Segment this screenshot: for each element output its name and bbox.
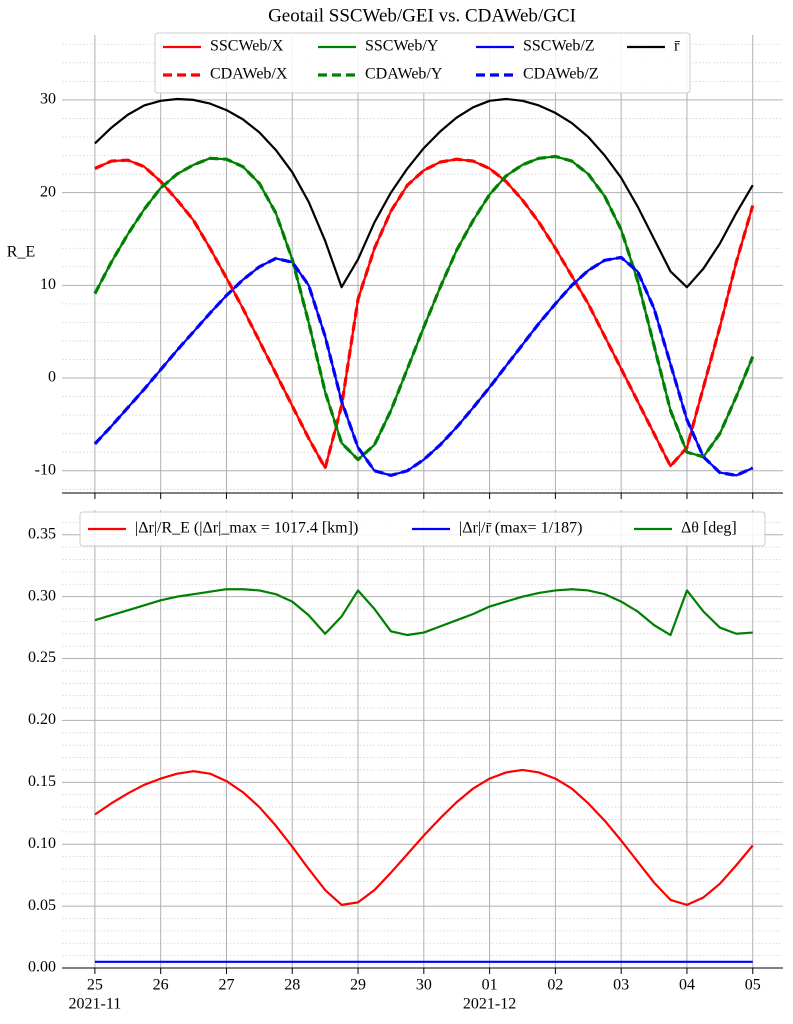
legend-label: r̄ — [674, 38, 681, 55]
x-tick-label: 26 — [153, 977, 169, 994]
y-tick-label: 30 — [40, 91, 56, 108]
y-tick-label: 20 — [40, 183, 56, 200]
x-tick-label: 28 — [284, 977, 300, 994]
x-tick-label: 01 — [482, 977, 498, 994]
y-tick-label: 0.20 — [28, 711, 56, 728]
y-tick-label: 0.30 — [28, 587, 56, 604]
y-tick-label: 0 — [48, 369, 56, 386]
legend-label: SSCWeb/Z — [523, 38, 595, 55]
x-tick-label: 29 — [350, 977, 366, 994]
series-line — [93, 154, 755, 462]
series-line — [94, 256, 754, 477]
legend-label: |Δr|/R_E (|Δr|_max = 1017.4 [km]) — [135, 520, 358, 537]
legend-box — [154, 32, 691, 94]
series-line — [94, 97, 754, 289]
y-tick-label: 0.05 — [28, 897, 56, 914]
y-tick-label: 10 — [40, 276, 56, 293]
x-tick-label: 25 — [87, 977, 103, 994]
legend-label: CDAWeb/Z — [523, 66, 599, 83]
y-tick-label: 0.15 — [28, 773, 56, 790]
legend-label: Δθ [deg] — [681, 520, 737, 537]
x-tick-label: 30 — [416, 977, 432, 994]
y-axis-label: R_E — [7, 244, 35, 261]
y-tick-label: -10 — [35, 461, 56, 478]
legend-label: CDAWeb/Y — [365, 66, 443, 83]
x-tick-label: 04 — [679, 977, 695, 994]
y-tick-label: 0.10 — [28, 835, 56, 852]
y-tick-label: 0.35 — [28, 525, 56, 542]
x-month-label: 2021-12 — [463, 996, 516, 1013]
series-line — [94, 768, 754, 906]
x-tick-label: 27 — [218, 977, 234, 994]
x-tick-label: 02 — [547, 977, 563, 994]
legend-label: SSCWeb/Y — [365, 38, 439, 55]
chart-title: Geotail SSCWeb/GEI vs. CDAWeb/GCI — [268, 5, 576, 26]
series-line — [94, 157, 755, 470]
legend-label: CDAWeb/X — [210, 66, 288, 83]
series-line — [94, 588, 753, 637]
x-tick-label: 03 — [613, 977, 629, 994]
legend-label: |Δr|/r̄ (max= 1/187) — [459, 520, 582, 537]
y-tick-label: 0.00 — [28, 959, 56, 976]
x-tick-label: 05 — [745, 977, 761, 994]
legend-label: SSCWeb/X — [210, 38, 284, 55]
y-tick-label: 0.25 — [28, 649, 56, 666]
x-month-label: 2021-11 — [69, 996, 122, 1013]
